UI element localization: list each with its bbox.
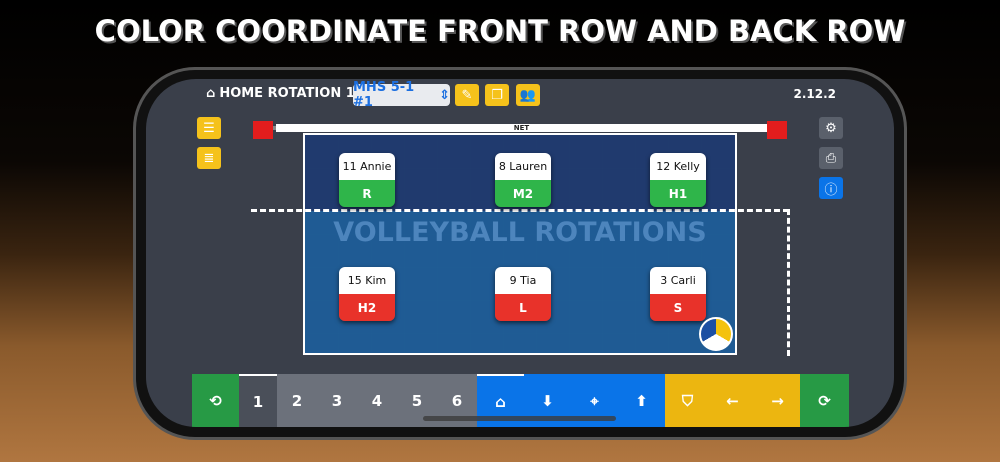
arrow-right-icon: →: [771, 391, 784, 410]
arrow-down-circle-icon: ⬇: [541, 391, 554, 410]
team-button[interactable]: 👥: [516, 84, 540, 106]
list-button[interactable]: ≣: [197, 147, 221, 169]
rotation-tab-1[interactable]: 1: [239, 374, 277, 427]
rotation-tab-3[interactable]: 3: [317, 374, 357, 427]
settings-button[interactable]: ⚙: [819, 117, 843, 139]
arrow-left-icon: ←: [726, 391, 739, 410]
player-role: M2: [495, 180, 551, 207]
player-name: 11 Annie: [339, 153, 395, 180]
player-role: R: [339, 180, 395, 207]
sync-icon: ⟳: [818, 391, 831, 410]
rotation-title-text: HOME ROTATION 1 –: [219, 86, 366, 101]
list-icon: ≣: [203, 150, 215, 166]
menu-icon: ☰: [203, 120, 215, 136]
player-role: H2: [339, 294, 395, 321]
info-icon: ⓘ: [824, 182, 838, 198]
team-icon: 👥: [519, 87, 537, 103]
lineup-select[interactable]: MHS 5-1 #1 ⇕: [353, 80, 450, 110]
attack-line: [251, 209, 789, 212]
arrow-up-circle-icon: ⬆: [635, 391, 648, 410]
pencil-icon: ✎: [461, 87, 473, 103]
player-role: L: [495, 294, 551, 321]
rotation-tab-2[interactable]: 2: [277, 374, 317, 427]
next-button[interactable]: →: [755, 374, 800, 427]
home-indicator: [423, 416, 616, 421]
defense-button[interactable]: ⛉: [665, 374, 710, 427]
chevron-updown-icon: ⇕: [439, 87, 450, 103]
net-post-right: [767, 121, 787, 139]
player-name: 8 Lauren: [495, 153, 551, 180]
print-icon: ⎙: [825, 150, 837, 166]
crosshair-icon: ⌖: [590, 391, 599, 410]
player-role: S: [650, 294, 706, 321]
net: NET: [276, 124, 767, 132]
watermark: VOLLEYBALL ROTATIONS: [333, 217, 707, 248]
player-card[interactable]: 8 Lauren M2: [495, 153, 551, 207]
rotation-title: ⌂ HOME ROTATION 1 –: [206, 86, 366, 101]
gear-icon: ⚙: [825, 120, 837, 136]
player-role: H1: [650, 180, 706, 207]
rotate-back-button[interactable]: ⟲: [192, 374, 239, 427]
net-post-left: [253, 121, 273, 139]
rotation-tab-4[interactable]: 4: [357, 374, 397, 427]
player-card[interactable]: 12 Kelly H1: [650, 153, 706, 207]
edit-button[interactable]: ✎: [455, 84, 479, 106]
app-screen: ⌂ HOME ROTATION 1 – MHS 5-1 #1 ⇕ ✎ ❐ 👥 2.…: [146, 79, 894, 427]
player-card[interactable]: 9 Tia L: [495, 267, 551, 321]
info-button[interactable]: ⓘ: [819, 177, 843, 199]
sideline-dash: [787, 209, 790, 356]
copy-icon: ❐: [491, 87, 503, 103]
menu-button[interactable]: ☰: [197, 117, 221, 139]
player-card[interactable]: 3 Carli S: [650, 267, 706, 321]
player-name: 9 Tia: [495, 267, 551, 294]
sync-icon: ⟲: [209, 391, 222, 410]
home-icon: ⌂: [495, 392, 506, 411]
lineup-select-value: MHS 5-1 #1: [353, 80, 415, 110]
player-name: 15 Kim: [339, 267, 395, 294]
volleyball-icon[interactable]: [699, 317, 733, 351]
version-label: 2.12.2: [793, 87, 836, 101]
player-card[interactable]: 15 Kim H2: [339, 267, 395, 321]
player-name: 12 Kelly: [650, 153, 706, 180]
copy-button[interactable]: ❐: [485, 84, 509, 106]
shield-icon: ⛉: [681, 391, 694, 410]
net-rope: [273, 126, 278, 130]
player-name: 3 Carli: [650, 267, 706, 294]
serve-button[interactable]: ⬆: [618, 374, 665, 427]
home-icon: ⌂: [206, 86, 216, 101]
print-button[interactable]: ⎙: [819, 147, 843, 169]
headline: COLOR COORDINATE FRONT ROW AND BACK ROW: [94, 14, 906, 48]
player-card[interactable]: 11 Annie R: [339, 153, 395, 207]
rotate-forward-button[interactable]: ⟳: [800, 374, 849, 427]
previous-button[interactable]: ←: [710, 374, 755, 427]
